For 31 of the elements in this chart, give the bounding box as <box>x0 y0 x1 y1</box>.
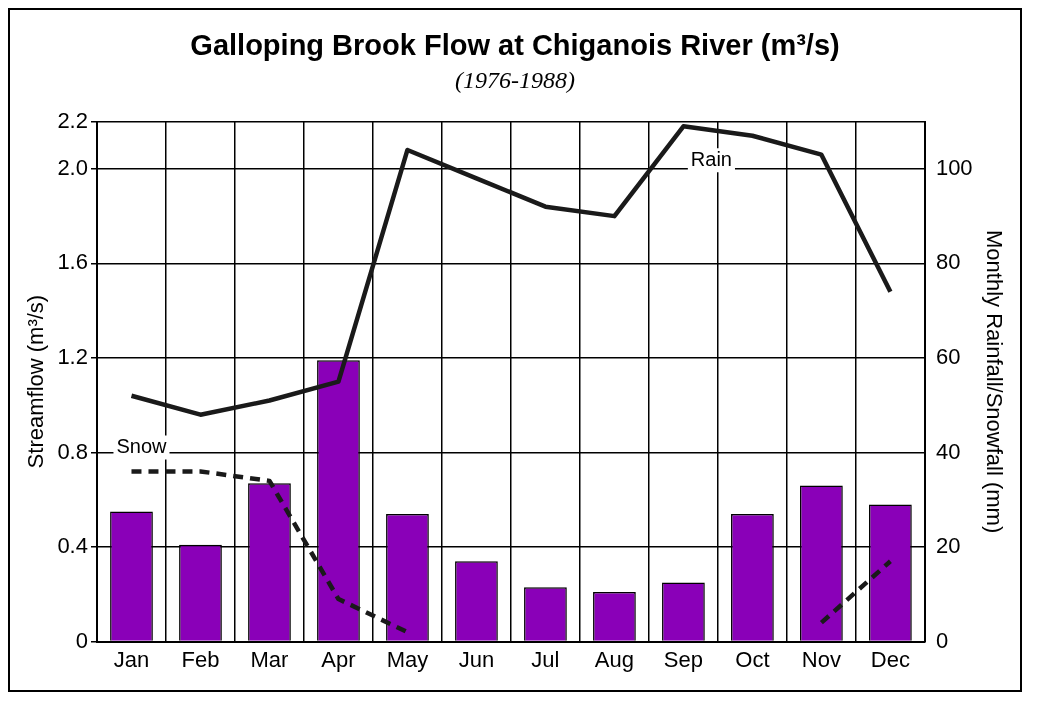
y-tick-label: 0 <box>75 627 88 653</box>
x-tick-label: Jan <box>113 646 150 672</box>
x-tick-label: Aug <box>594 646 635 672</box>
y-tick-label: 0.4 <box>57 533 88 559</box>
x-tick-label: Jun <box>458 646 495 672</box>
y2-tick-label: 20 <box>935 533 961 559</box>
series-label: Rain <box>690 147 732 170</box>
x-tick-label: Sep <box>663 646 703 672</box>
y2-tick-label: 40 <box>935 438 961 464</box>
y-axis-title: Streamflow (m³/s) <box>23 294 49 469</box>
x-tick-label: Oct <box>735 646 770 672</box>
x-tick-label: May <box>386 646 429 672</box>
x-tick-label: Apr <box>321 646 356 672</box>
y2-axis-title: Monthly Rainfall/Snowfall (mm) <box>981 230 1007 534</box>
x-tick-label: Dec <box>870 646 910 672</box>
y2-tick-label: 80 <box>935 249 961 275</box>
x-tick-label: Nov <box>801 646 841 672</box>
y-tick-label: 2.2 <box>57 107 88 133</box>
y2-tick-label: 0 <box>935 627 949 653</box>
y-tick-label: 1.6 <box>57 249 88 275</box>
chart-title: Galloping Brook Flow at Chiganois River (m³/s) <box>190 29 840 62</box>
chart-subtitle: (1976-1988) <box>455 66 575 93</box>
y-tick-label: 1.2 <box>57 344 88 370</box>
y2-tick-label: 100 <box>935 154 973 180</box>
series-label: Snow <box>116 434 168 457</box>
x-tick-label: Mar <box>250 646 289 672</box>
x-tick-label: Jul <box>531 646 560 672</box>
y-tick-label: 0.8 <box>57 438 88 464</box>
x-tick-label: Feb <box>181 646 220 672</box>
y-tick-label: 2.0 <box>57 154 88 180</box>
y2-tick-label: 60 <box>935 344 961 370</box>
